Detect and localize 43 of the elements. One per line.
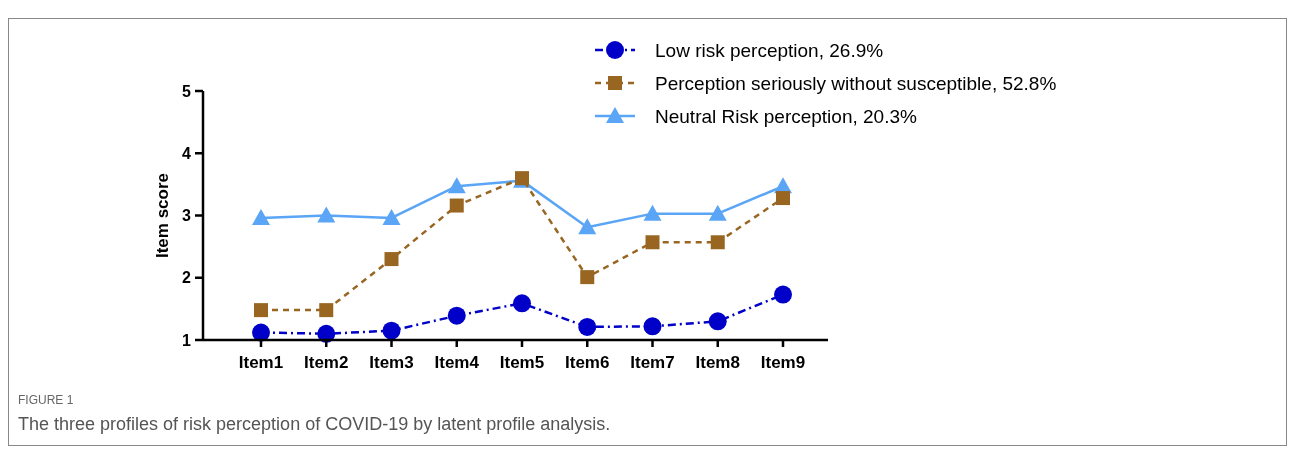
point	[708, 312, 727, 331]
point	[513, 294, 531, 313]
point	[774, 285, 792, 304]
point	[254, 303, 268, 318]
x-tick-label: Item3	[369, 353, 414, 372]
point	[382, 321, 401, 340]
x-tick-label: Item1	[238, 353, 284, 372]
caption: FIGURE 1	[18, 393, 74, 407]
point	[252, 208, 270, 225]
x-tick-label: Item2	[304, 353, 349, 372]
text: The three profiles of risk perception of COVID-19 by latent profile analysis.	[18, 414, 611, 434]
point	[645, 235, 660, 250]
y-tick-label: 3	[182, 207, 192, 225]
point	[319, 303, 334, 318]
legend-label: Perception seriously without susceptible, 52.8%	[655, 72, 1057, 94]
point	[580, 270, 595, 285]
y-tick-label: 4	[182, 144, 192, 162]
x-tick-label: Item9	[760, 353, 806, 372]
x-tick-label: Item4	[434, 353, 480, 372]
x-tick-label: Item8	[695, 353, 740, 372]
y-tick-label: 2	[182, 269, 192, 287]
x-tick-label: Item7	[630, 353, 675, 372]
x-tick-label: Item6	[565, 353, 610, 372]
point	[449, 198, 464, 213]
legend-label: Low risk perception, 26.9%	[655, 39, 884, 61]
y-axis-title: Item score	[153, 172, 172, 259]
y-tick-label: 5	[182, 82, 192, 100]
legend-label: Neutral Risk perception, 20.3%	[655, 105, 918, 127]
point	[384, 252, 399, 267]
point	[578, 218, 597, 235]
point	[643, 317, 662, 336]
point	[776, 191, 790, 206]
point	[317, 206, 336, 223]
point	[252, 323, 270, 342]
y-tick-label: 1	[182, 331, 192, 349]
point	[708, 204, 727, 221]
x-tick-label: Item5	[499, 353, 545, 372]
point	[447, 177, 466, 194]
point	[578, 317, 597, 336]
point	[710, 235, 725, 250]
point	[382, 208, 401, 225]
point	[643, 204, 662, 221]
point	[447, 306, 466, 325]
